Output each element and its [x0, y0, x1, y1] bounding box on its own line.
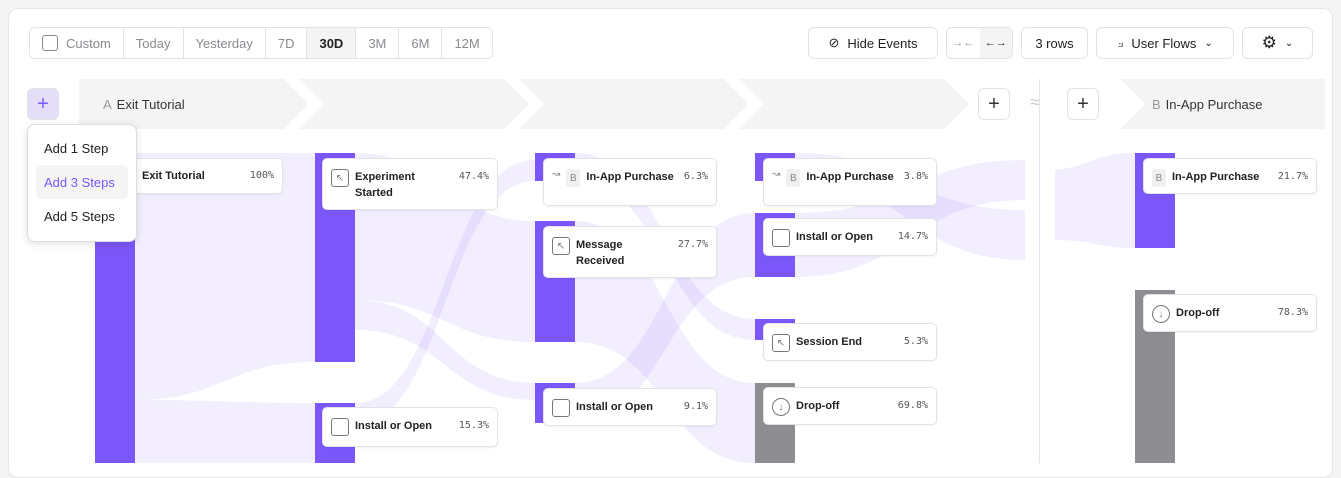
date-3m[interactable]: 3M: [356, 28, 400, 58]
node-install-or-open[interactable]: Install or Open 14.7%: [763, 218, 937, 256]
cursor-icon: ↖: [552, 237, 570, 255]
chevron-down-icon: ⌄: [1204, 37, 1213, 49]
chevron-down-icon: ⌄: [1284, 37, 1294, 49]
redirect-icon: ↝: [772, 169, 781, 180]
add-steps-menu: Add 1 Step Add 3 Steps Add 5 Steps: [27, 124, 137, 242]
node-drop-off[interactable]: ↓ Drop-off 69.8%: [763, 387, 937, 425]
cursor-icon: ↖: [772, 334, 790, 352]
step-b-header[interactable]: B In-App Purchase: [1120, 79, 1325, 129]
divider: [1039, 79, 1040, 463]
node-in-app-purchase[interactable]: ↝ B In-App Purchase 6.3%: [543, 158, 717, 206]
date-30d[interactable]: 30D: [307, 28, 357, 58]
date-today[interactable]: Today: [124, 28, 184, 58]
node-experiment-started[interactable]: ↖ Experiment Started 47.4%: [322, 158, 498, 210]
calendar-icon: [42, 35, 58, 51]
node-message-received[interactable]: ↖ Message Received 27.7%: [543, 226, 717, 278]
date-7d[interactable]: 7D: [266, 28, 308, 58]
menu-item-add-5-steps[interactable]: Add 5 Steps: [44, 208, 115, 224]
add-step-after-button[interactable]: +: [978, 88, 1010, 120]
date-range-selector: Custom Today Yesterday 7D 30D 3M 6M 12M: [29, 27, 493, 59]
redirect-icon: ↝: [552, 169, 561, 180]
copy-icon: [772, 229, 790, 247]
gear-icon: ⚙: [1261, 33, 1277, 52]
arrow-down-circle-icon: ↓: [772, 398, 790, 416]
add-step-button[interactable]: +: [27, 88, 59, 120]
menu-item-add-3-steps[interactable]: Add 3 Steps: [36, 165, 128, 199]
arrow-down-circle-icon: ↓: [1152, 305, 1170, 323]
rows-button[interactable]: 3 rows: [1021, 27, 1088, 59]
eye-off-icon: ⊘: [828, 35, 840, 50]
flows-icon: ⟓: [1117, 35, 1124, 50]
cursor-icon: ↖: [331, 169, 349, 187]
node-exit-tutorial[interactable]: Exit Tutorial 100%: [123, 158, 283, 194]
copy-icon: [552, 399, 570, 417]
node-drop-off[interactable]: ↓ Drop-off 78.3%: [1143, 294, 1317, 332]
node-in-app-purchase-b[interactable]: B In-App Purchase 21.7%: [1143, 158, 1317, 194]
node-session-end[interactable]: ↖ Session End 5.3%: [763, 323, 937, 361]
gap-icon: ≈: [1030, 92, 1040, 112]
settings-dropdown[interactable]: ⚙ ⌄: [1242, 27, 1313, 59]
date-6m[interactable]: 6M: [399, 28, 443, 58]
hide-events-button[interactable]: ⊘ Hide Events: [808, 27, 938, 59]
node-in-app-purchase[interactable]: ↝ B In-App Purchase 3.8%: [763, 158, 937, 206]
date-12m[interactable]: 12M: [454, 35, 480, 51]
step-a-header[interactable]: A Exit Tutorial: [103, 96, 185, 112]
add-step-before-b-button[interactable]: +: [1067, 88, 1099, 120]
node-install-or-open[interactable]: Install or Open 15.3%: [322, 407, 498, 447]
collapse-icon[interactable]: →←: [952, 37, 975, 49]
date-yesterday[interactable]: Yesterday: [184, 28, 266, 58]
menu-item-add-1-step[interactable]: Add 1 Step: [44, 140, 109, 156]
date-custom-button[interactable]: Custom: [30, 28, 124, 58]
node-install-or-open[interactable]: Install or Open 9.1%: [543, 388, 717, 426]
chart-type-dropdown[interactable]: ⟓ User Flows ⌄: [1096, 27, 1234, 59]
copy-icon: [331, 418, 349, 436]
expand-icon[interactable]: ←→: [979, 28, 1012, 58]
expand-collapse-toggle: →← ←→: [946, 27, 1013, 59]
step-chevrons: [79, 79, 969, 129]
